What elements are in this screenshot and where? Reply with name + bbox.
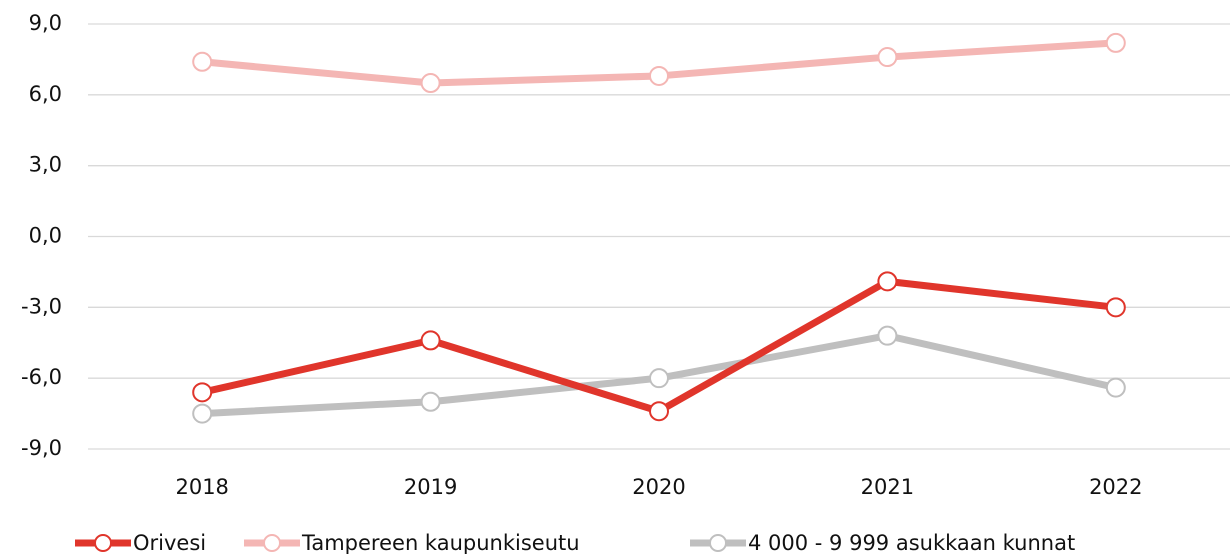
y-tick-label: 9,0 [29,11,62,35]
y-tick-label: 6,0 [29,82,62,106]
point-marker [877,325,898,346]
x-tick-label: 2021 [861,475,914,499]
point-marker [420,330,441,351]
legend-label: 4 000 - 9 999 asukkaan kunnat [748,531,1075,554]
point-marker [192,403,213,424]
point-marker [1105,32,1126,53]
legend-marker [263,534,281,552]
point-marker [1105,297,1126,318]
x-tick-label: 2018 [175,475,228,499]
point-marker [649,368,669,389]
point-marker [877,271,898,292]
legend-label: Orivesi [133,531,206,554]
point-marker [649,401,669,422]
x-tick-label: 2020 [632,475,685,499]
point-marker [877,47,898,68]
x-tick-label: 2022 [1089,475,1142,499]
legend-marker [94,534,112,552]
point-marker [649,65,669,86]
legend-marker [709,534,727,552]
x-tick-label: 2019 [404,475,457,499]
point-marker [192,382,213,403]
series-line [201,277,1117,415]
point-marker [192,51,213,72]
point-marker [420,73,441,94]
point-marker [420,391,441,412]
y-tick-label: 0,0 [29,224,62,248]
point-marker [1105,377,1126,398]
y-tick-label: -3,0 [21,294,62,318]
y-tick-label: 3,0 [29,153,62,177]
y-tick-label: -9,0 [21,436,62,460]
legend-label: Tampereen kaupunkiseutu [301,531,580,554]
y-tick-label: -6,0 [21,365,62,389]
